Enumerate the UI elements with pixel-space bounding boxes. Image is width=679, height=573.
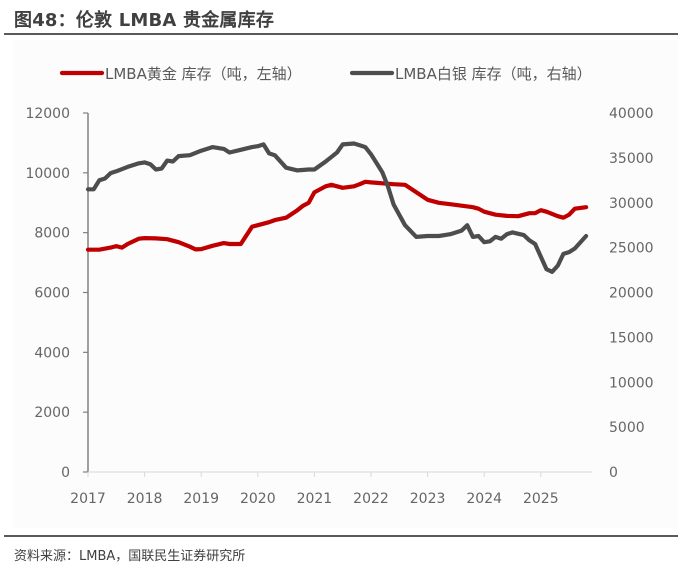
x-tick-label: 2023 [410, 491, 446, 507]
chart-background [14, 40, 678, 528]
series-line-silver [85, 141, 589, 274]
right-y-tick-label: 20000 [609, 286, 654, 302]
x-tick-label: 2021 [297, 491, 333, 507]
right-y-tick-label: 30000 [609, 196, 654, 212]
legend-label-gold: LMBA黄金 库存（吨，左轴） [105, 65, 302, 83]
axes: 0 2000 4000 6000 8000 10000 12000 0 5000 10000 150… [25, 106, 653, 507]
left-y-tick-label: 8000 [34, 226, 70, 242]
right-y-tick-label: 40000 [609, 106, 654, 122]
legend-label-silver: LMBA白银 库存（吨，右轴） [395, 65, 592, 83]
right-y-tick-label: 10000 [609, 375, 654, 391]
series-line-gold [85, 179, 589, 252]
right-y-tick-label: 5000 [609, 420, 645, 436]
x-tick-label: 2017 [70, 491, 106, 507]
left-y-tick-label: 4000 [34, 345, 70, 361]
legend: LMBA黄金 库存（吨，左轴） LMBA白银 库存（吨，右轴） [59, 65, 592, 83]
left-y-tick-label: 6000 [34, 286, 70, 302]
x-tick-label: 2018 [127, 491, 163, 507]
source-note: 资料来源：LMBA，国联民生证券研究所 [14, 549, 246, 564]
footer-divider [4, 535, 678, 537]
x-tick-label: 2025 [523, 491, 559, 507]
left-y-tick-label: 2000 [34, 405, 70, 421]
right-y-tick-label: 35000 [609, 151, 654, 167]
series-lines [85, 141, 589, 274]
left-y-tick-label: 0 [61, 465, 70, 481]
x-tick-label: 2019 [183, 491, 219, 507]
title-divider [4, 33, 678, 35]
right-y-tick-label: 15000 [609, 330, 654, 346]
right-y-tick-label: 25000 [609, 241, 654, 257]
x-tick-label: 2022 [353, 491, 389, 507]
x-tick-label: 2024 [466, 491, 502, 507]
right-y-tick-label: 0 [609, 465, 618, 481]
left-y-tick-label: 12000 [25, 106, 70, 122]
x-tick-label: 2020 [240, 491, 276, 507]
figure-title: 图48：伦敦 LMBA 贵金属库存 [14, 10, 275, 31]
left-y-tick-label: 10000 [25, 166, 70, 182]
